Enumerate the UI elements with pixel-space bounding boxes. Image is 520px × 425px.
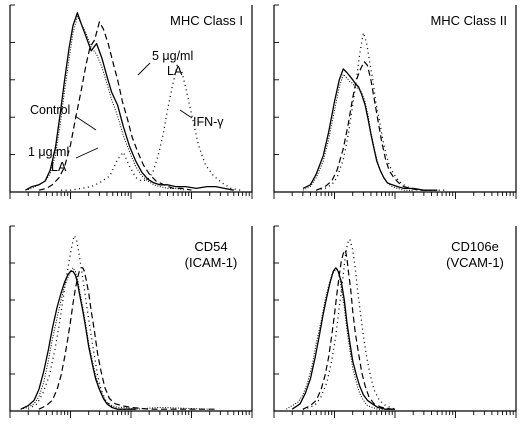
series-group [302, 32, 447, 191]
series-line-solid [291, 267, 395, 410]
plot-frame [273, 5, 517, 193]
annotation-control: Control [30, 103, 70, 117]
annotation-5ug: 5 μg/ml [152, 49, 193, 63]
plot-frame [9, 5, 253, 193]
panel-title: CD54 [194, 239, 227, 254]
series-line-dashed [302, 249, 393, 410]
x-ticks [9, 192, 253, 199]
y-ticks [10, 4, 15, 156]
series-group [25, 12, 241, 191]
series-line-fine-dotted [20, 267, 210, 410]
series-line-coarse-dotted [316, 32, 447, 191]
series-group [286, 238, 396, 410]
y-ticks [10, 225, 15, 375]
x-ticks [273, 411, 517, 418]
annotation-pointer [137, 62, 151, 76]
series-line-coarse-dotted [27, 234, 129, 410]
series-line-dashed [38, 267, 216, 410]
panel-title: MHC Class II [430, 13, 507, 28]
panel-title: MHC Class I [170, 13, 243, 28]
y-ticks [274, 225, 279, 375]
panel-cd106e: CD106e (VCAM-1) [273, 225, 517, 418]
panel-subtitle: (ICAM-1) [185, 255, 238, 270]
series-line-solid [25, 12, 234, 191]
series-line-fine-dotted [286, 267, 386, 410]
annotation-pointer [179, 109, 193, 119]
series-line-dashed [38, 21, 192, 191]
series-line-coarse-dotted [302, 238, 396, 410]
x-ticks [273, 192, 517, 199]
series-line-solid [20, 270, 136, 410]
annotation-5ug-la: LA [167, 64, 183, 78]
annotation-pointer [74, 115, 97, 131]
panel-subtitle: (VCAM-1) [446, 255, 504, 270]
panel-mhc-class-2: MHC Class II [273, 4, 517, 199]
series-group [20, 234, 216, 410]
panel-title: CD106e [451, 239, 499, 254]
annotation-ifn-gamma: IFN-γ [193, 115, 224, 129]
panel-mhc-class-1: MHC Class I Control 1 μg/ml LA 5 μg/ml L… [9, 4, 253, 199]
panel-cd54: CD54 (ICAM-1) [9, 225, 253, 418]
series-line-solid [302, 68, 438, 191]
annotation-1ug-la: LA [51, 160, 67, 174]
x-ticks [9, 411, 253, 418]
y-ticks [274, 4, 279, 156]
series-line-dashed [316, 61, 432, 191]
annotation-pointer [75, 147, 99, 159]
series-line-fine-dotted [302, 73, 414, 191]
annotation-1ug: 1 μg/ml [28, 145, 69, 159]
